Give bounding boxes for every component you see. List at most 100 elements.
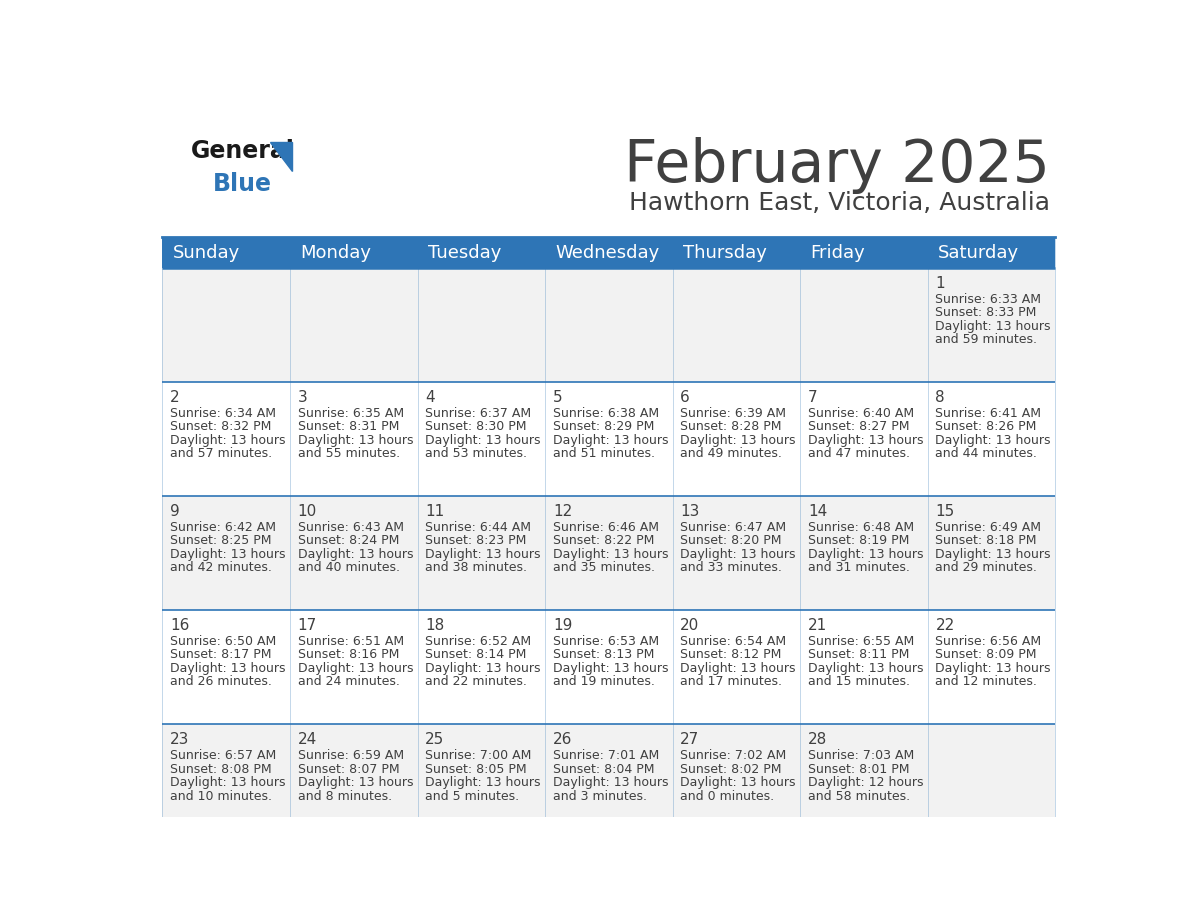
Text: Sunset: 8:18 PM: Sunset: 8:18 PM	[935, 534, 1037, 547]
Text: Daylight: 13 hours: Daylight: 13 hours	[935, 662, 1051, 675]
Text: Sunrise: 7:00 AM: Sunrise: 7:00 AM	[425, 749, 532, 762]
Text: 13: 13	[681, 504, 700, 519]
Text: Sunset: 8:33 PM: Sunset: 8:33 PM	[935, 306, 1037, 319]
Bar	[163, 497, 1055, 610]
Text: and 19 minutes.: and 19 minutes.	[552, 676, 655, 688]
Text: and 17 minutes.: and 17 minutes.	[681, 676, 783, 688]
Text: Sunset: 8:30 PM: Sunset: 8:30 PM	[425, 420, 526, 433]
Text: and 31 minutes.: and 31 minutes.	[808, 561, 910, 575]
Text: Friday: Friday	[810, 243, 865, 262]
Text: 20: 20	[681, 618, 700, 633]
Text: Sunrise: 6:39 AM: Sunrise: 6:39 AM	[681, 407, 786, 420]
Text: 19: 19	[552, 618, 573, 633]
Text: 9: 9	[170, 504, 179, 519]
Polygon shape	[270, 141, 292, 171]
Text: 10: 10	[298, 504, 317, 519]
Text: Daylight: 13 hours: Daylight: 13 hours	[298, 662, 413, 675]
Text: and 33 minutes.: and 33 minutes.	[681, 561, 782, 575]
Text: Sunset: 8:01 PM: Sunset: 8:01 PM	[808, 763, 910, 776]
Text: Daylight: 13 hours: Daylight: 13 hours	[425, 662, 541, 675]
Text: Tuesday: Tuesday	[428, 243, 501, 262]
Text: Sunday: Sunday	[172, 243, 240, 262]
Text: Sunset: 8:22 PM: Sunset: 8:22 PM	[552, 534, 655, 547]
Text: Daylight: 13 hours: Daylight: 13 hours	[170, 548, 285, 561]
Text: and 8 minutes.: and 8 minutes.	[298, 789, 392, 802]
Bar	[163, 237, 1055, 268]
Text: 18: 18	[425, 618, 444, 633]
Text: Sunset: 8:17 PM: Sunset: 8:17 PM	[170, 648, 272, 662]
Text: Daylight: 13 hours: Daylight: 13 hours	[808, 433, 923, 447]
Text: Blue: Blue	[213, 172, 272, 196]
Text: February 2025: February 2025	[624, 137, 1050, 194]
Text: and 51 minutes.: and 51 minutes.	[552, 447, 655, 460]
Text: General: General	[191, 140, 295, 163]
Text: 22: 22	[935, 618, 955, 633]
Text: 8: 8	[935, 390, 946, 405]
Text: Daylight: 13 hours: Daylight: 13 hours	[681, 776, 796, 789]
Text: Saturday: Saturday	[937, 243, 1019, 262]
Text: and 5 minutes.: and 5 minutes.	[425, 789, 519, 802]
Text: Sunset: 8:14 PM: Sunset: 8:14 PM	[425, 648, 526, 662]
Text: Sunrise: 7:01 AM: Sunrise: 7:01 AM	[552, 749, 659, 762]
Text: Sunset: 8:27 PM: Sunset: 8:27 PM	[808, 420, 910, 433]
Text: and 59 minutes.: and 59 minutes.	[935, 333, 1037, 346]
Text: and 24 minutes.: and 24 minutes.	[298, 676, 399, 688]
Text: and 26 minutes.: and 26 minutes.	[170, 676, 272, 688]
Text: Monday: Monday	[301, 243, 371, 262]
Text: and 0 minutes.: and 0 minutes.	[681, 789, 775, 802]
Text: Sunset: 8:29 PM: Sunset: 8:29 PM	[552, 420, 655, 433]
Text: Sunrise: 6:53 AM: Sunrise: 6:53 AM	[552, 635, 659, 648]
Text: Sunrise: 6:52 AM: Sunrise: 6:52 AM	[425, 635, 531, 648]
Text: Daylight: 13 hours: Daylight: 13 hours	[808, 548, 923, 561]
Text: Sunrise: 7:02 AM: Sunrise: 7:02 AM	[681, 749, 786, 762]
Text: Sunrise: 6:42 AM: Sunrise: 6:42 AM	[170, 521, 276, 534]
Text: Sunrise: 6:34 AM: Sunrise: 6:34 AM	[170, 407, 276, 420]
Text: 4: 4	[425, 390, 435, 405]
Text: 12: 12	[552, 504, 573, 519]
Text: Daylight: 13 hours: Daylight: 13 hours	[935, 319, 1051, 332]
Text: Daylight: 12 hours: Daylight: 12 hours	[808, 776, 923, 789]
Text: Sunrise: 6:55 AM: Sunrise: 6:55 AM	[808, 635, 914, 648]
Text: 6: 6	[681, 390, 690, 405]
Text: Sunset: 8:20 PM: Sunset: 8:20 PM	[681, 534, 782, 547]
Bar	[163, 610, 1055, 724]
Text: Sunset: 8:25 PM: Sunset: 8:25 PM	[170, 534, 272, 547]
Text: Sunset: 8:31 PM: Sunset: 8:31 PM	[298, 420, 399, 433]
Text: Daylight: 13 hours: Daylight: 13 hours	[170, 433, 285, 447]
Text: Sunrise: 6:51 AM: Sunrise: 6:51 AM	[298, 635, 404, 648]
Text: 14: 14	[808, 504, 827, 519]
Text: 15: 15	[935, 504, 955, 519]
Text: Sunrise: 6:37 AM: Sunrise: 6:37 AM	[425, 407, 531, 420]
Text: Daylight: 13 hours: Daylight: 13 hours	[170, 776, 285, 789]
Text: Sunset: 8:23 PM: Sunset: 8:23 PM	[425, 534, 526, 547]
Text: and 55 minutes.: and 55 minutes.	[298, 447, 400, 460]
Text: 2: 2	[170, 390, 179, 405]
Text: 28: 28	[808, 733, 827, 747]
Text: Daylight: 13 hours: Daylight: 13 hours	[681, 662, 796, 675]
Text: Sunset: 8:32 PM: Sunset: 8:32 PM	[170, 420, 272, 433]
Text: and 35 minutes.: and 35 minutes.	[552, 561, 655, 575]
Text: Daylight: 13 hours: Daylight: 13 hours	[552, 776, 669, 789]
Text: 16: 16	[170, 618, 190, 633]
Text: and 47 minutes.: and 47 minutes.	[808, 447, 910, 460]
Text: Daylight: 13 hours: Daylight: 13 hours	[425, 433, 541, 447]
Text: Daylight: 13 hours: Daylight: 13 hours	[298, 433, 413, 447]
Text: and 22 minutes.: and 22 minutes.	[425, 676, 527, 688]
Text: Daylight: 13 hours: Daylight: 13 hours	[808, 662, 923, 675]
Text: 26: 26	[552, 733, 573, 747]
Text: Sunset: 8:13 PM: Sunset: 8:13 PM	[552, 648, 655, 662]
Text: Sunset: 8:26 PM: Sunset: 8:26 PM	[935, 420, 1037, 433]
Text: 17: 17	[298, 618, 317, 633]
Text: and 40 minutes.: and 40 minutes.	[298, 561, 399, 575]
Text: Sunrise: 6:40 AM: Sunrise: 6:40 AM	[808, 407, 914, 420]
Text: Sunrise: 6:33 AM: Sunrise: 6:33 AM	[935, 293, 1042, 306]
Text: 1: 1	[935, 275, 946, 291]
Text: Daylight: 13 hours: Daylight: 13 hours	[681, 433, 796, 447]
Text: Sunset: 8:12 PM: Sunset: 8:12 PM	[681, 648, 782, 662]
Text: Daylight: 13 hours: Daylight: 13 hours	[298, 776, 413, 789]
Text: Sunrise: 6:41 AM: Sunrise: 6:41 AM	[935, 407, 1042, 420]
Text: Sunrise: 6:35 AM: Sunrise: 6:35 AM	[298, 407, 404, 420]
Text: and 53 minutes.: and 53 minutes.	[425, 447, 527, 460]
Text: Sunset: 8:19 PM: Sunset: 8:19 PM	[808, 534, 909, 547]
Text: and 42 minutes.: and 42 minutes.	[170, 561, 272, 575]
